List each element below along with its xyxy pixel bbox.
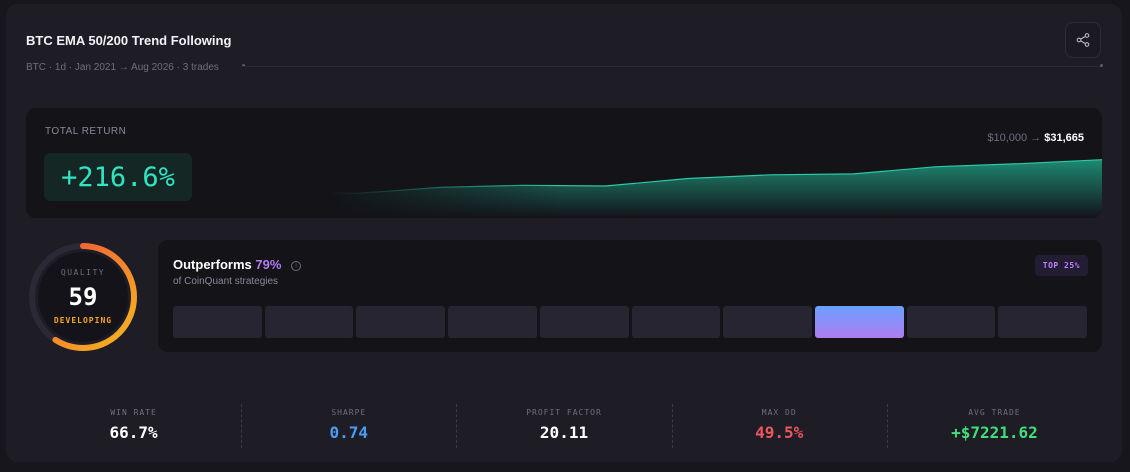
share-icon (1076, 33, 1090, 47)
percentile-bin-active (814, 306, 904, 338)
outperforms-panel: Outperforms 79% i of CoinQuant strategie… (158, 240, 1102, 352)
stat-value: 49.5% (755, 423, 804, 442)
gauge-progress (29, 243, 137, 351)
divider-line (242, 66, 1102, 67)
strategy-card: BTC EMA 50/200 Trend Following BTC · 1d … (6, 4, 1122, 462)
quality-status: DEVELOPING (53, 316, 113, 325)
percentile-bin (448, 306, 537, 338)
stats-row: WIN RATE 66.7% SHARPE 0.74 PROFIT FACTOR… (26, 398, 1102, 448)
outperforms-label: Outperforms (173, 257, 252, 272)
percentile-bin (539, 306, 629, 338)
percentile-bin (906, 306, 996, 338)
end-balance: $31,665 (1044, 132, 1084, 144)
percentile-bin (631, 306, 721, 338)
stat-sharpe: SHARPE 0.74 (241, 398, 456, 448)
percentile-bin (264, 306, 354, 338)
stat-max-dd: MAX DD 49.5% (671, 398, 887, 448)
info-icon[interactable]: i (291, 261, 302, 271)
stat-label: AVG TRADE (968, 408, 1021, 417)
strategy-title: BTC EMA 50/200 Trend Following (26, 33, 232, 48)
divider-dot (242, 64, 245, 67)
top-percent-badge: TOP 25% (1034, 255, 1088, 276)
quality-label: QUALITY (60, 268, 106, 277)
stat-value: 20.11 (539, 423, 589, 442)
stat-value: 66.7% (109, 423, 158, 442)
total-return-value: +216.6% (61, 161, 175, 193)
stat-label: WIN RATE (110, 408, 157, 417)
total-return-badge: +216.6% (44, 153, 192, 201)
stat-profit-factor: PROFIT FACTOR 20.11 (456, 398, 671, 448)
total-return-label: TOTAL RETURN (45, 126, 127, 137)
percentile-bin (998, 306, 1088, 338)
strategy-subtitle: BTC · 1d · Jan 2021 → Aug 2026 · 3 trade… (26, 62, 219, 73)
arrow-icon: → (1030, 132, 1042, 144)
stat-avg-trade: AVG TRADE +$7221.62 (886, 398, 1102, 448)
start-balance: $10,000 (987, 132, 1028, 144)
stat-value: +$7221.62 (951, 423, 1038, 442)
share-button[interactable] (1065, 22, 1101, 58)
stat-label: MAX DD (761, 408, 797, 417)
stat-win-rate: WIN RATE 66.7% (26, 398, 241, 448)
divider-dot (1100, 64, 1103, 67)
stat-value: 0.74 (329, 423, 369, 442)
total-return-panel: TOTAL RETURN +216.6% $10,000 → $31,665 (26, 108, 1102, 218)
percentile-bin (356, 306, 446, 338)
outperforms-subtitle: of CoinQuant strategies (173, 276, 279, 287)
stat-label: SHARPE (331, 408, 367, 417)
percentile-bin (173, 306, 262, 338)
balance-range: $10,000 → $31,665 (987, 132, 1084, 144)
percentile-bin (723, 306, 812, 338)
equity-curve-chart (26, 108, 1102, 218)
stat-label: PROFIT FACTOR (526, 408, 602, 417)
quality-score: 59 (68, 283, 98, 311)
gauge-center (38, 252, 128, 342)
fade-overlay (26, 108, 1102, 218)
outperforms-title: Outperforms 79% i (173, 257, 302, 272)
quality-gauge: QUALITY 59 DEVELOPING (26, 240, 140, 354)
percentile-bins (173, 306, 1088, 338)
outperforms-percent: 79% (255, 257, 282, 272)
